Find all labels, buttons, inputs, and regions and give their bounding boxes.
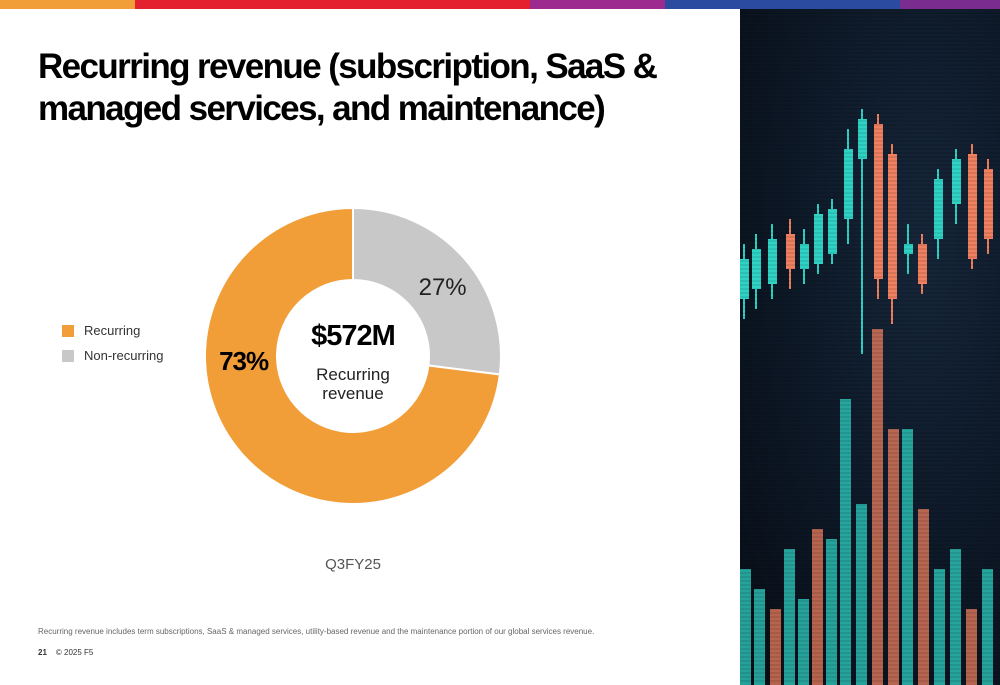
donut-slice-recurring xyxy=(204,206,501,505)
top-bar-segment xyxy=(135,0,335,9)
candle-body xyxy=(800,244,809,269)
volume-bar xyxy=(754,589,765,685)
candle-body xyxy=(968,154,977,259)
candle-body xyxy=(952,159,961,204)
volume-bar xyxy=(982,569,993,685)
volume-bar xyxy=(934,569,945,685)
top-bar-segment xyxy=(900,0,1000,9)
top-bar-segment xyxy=(530,0,665,9)
chart-legend: Recurring Non-recurring xyxy=(62,318,163,368)
volume-bar xyxy=(798,599,809,685)
volume-bar xyxy=(888,429,899,685)
volume-bar xyxy=(826,539,837,685)
candle-body xyxy=(858,119,867,159)
copyright: © 2025 F5 xyxy=(55,648,94,657)
page-number: 21 xyxy=(38,648,47,657)
slice-value-label-non-recurring: 27% xyxy=(419,274,467,301)
candle-body xyxy=(828,209,837,254)
volume-bar xyxy=(966,609,977,685)
stock-chart-photo-graphic xyxy=(740,9,1000,685)
period-label: Q3FY25 xyxy=(325,556,381,573)
volume-bar xyxy=(872,329,883,685)
candle-body xyxy=(984,169,993,239)
candle-body xyxy=(904,244,913,254)
donut-slices xyxy=(204,206,502,505)
candle-body xyxy=(752,249,761,289)
candle-body xyxy=(786,234,795,269)
legend-item-recurring: Recurring xyxy=(62,318,163,343)
candle-body xyxy=(740,259,749,299)
legend-item-non-recurring: Non-recurring xyxy=(62,343,163,368)
center-label-line-1: Recurring xyxy=(316,365,390,384)
top-color-bar xyxy=(0,0,1000,9)
slice-value-label-recurring: 73% xyxy=(219,346,269,376)
slide-title: Recurring revenue (subscription, SaaS & … xyxy=(38,46,678,130)
legend-swatch-recurring xyxy=(62,324,74,337)
volume-bar xyxy=(770,609,781,685)
volume-bar xyxy=(950,549,961,685)
top-bar-segment xyxy=(665,0,795,9)
volume-bar xyxy=(740,569,751,685)
volume-bar xyxy=(856,504,867,685)
candle-body xyxy=(874,124,883,279)
slide-footer: 21 © 2025 F5 xyxy=(38,648,93,657)
volume-bar xyxy=(812,529,823,685)
donut-slice-non-recurring xyxy=(352,206,502,376)
candle-body xyxy=(918,244,927,284)
candle-body xyxy=(888,154,897,299)
top-bar-segment xyxy=(0,0,135,9)
stock-chart-photo xyxy=(740,9,1000,685)
footnote: Recurring revenue includes term subscrip… xyxy=(38,627,595,636)
volume-bar xyxy=(840,399,851,685)
volume-bar xyxy=(918,509,929,685)
volume-bar xyxy=(784,549,795,685)
legend-label-recurring: Recurring xyxy=(84,323,141,338)
center-total-label: Recurring revenue xyxy=(293,365,413,403)
legend-swatch-non-recurring xyxy=(62,349,74,362)
volume-bar xyxy=(902,429,913,685)
center-label-line-2: revenue xyxy=(322,384,384,403)
candle-body xyxy=(934,179,943,239)
legend-label-non-recurring: Non-recurring xyxy=(84,348,164,363)
candle-body xyxy=(814,214,823,264)
center-total-value: $572M xyxy=(311,320,396,352)
top-bar-segment xyxy=(795,0,900,9)
title-line-2: managed services, and maintenance) xyxy=(38,89,606,128)
donut-chart: 73% 27% xyxy=(204,206,502,505)
top-bar-segment xyxy=(335,0,530,9)
title-line-1: Recurring revenue (subscription, SaaS & xyxy=(38,47,658,86)
candle-body xyxy=(844,149,853,219)
candle-body xyxy=(768,239,777,284)
